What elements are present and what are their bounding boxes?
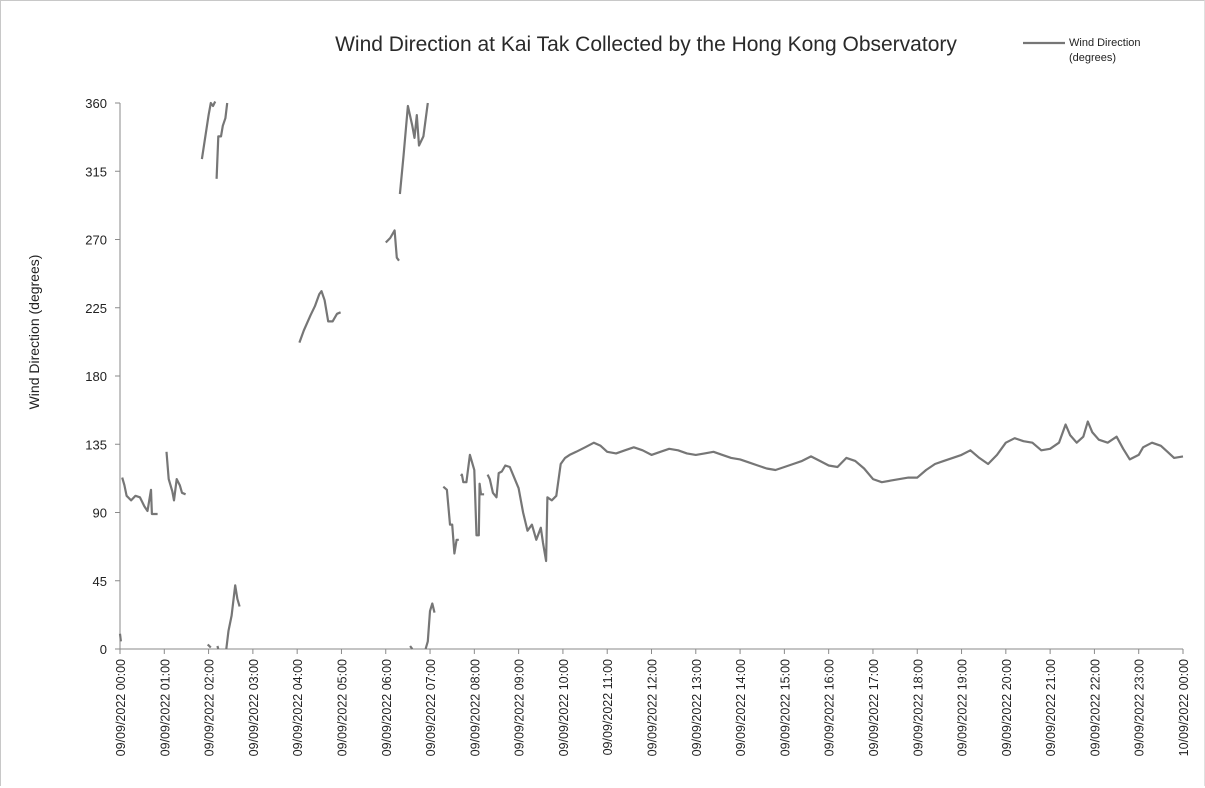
x-tick-label: 09/09/2022 18:00: [911, 659, 925, 756]
series-line-segment: [118, 633, 122, 642]
x-tick-label: 09/09/2022 22:00: [1088, 659, 1102, 756]
y-tick-label: 315: [85, 164, 107, 179]
chart-title: Wind Direction at Kai Tak Collected by t…: [335, 33, 957, 56]
x-tick-label: 09/09/2022 09:00: [513, 659, 527, 756]
x-tick-label: 09/09/2022 15:00: [778, 659, 792, 756]
series-line-segment: [460, 453, 485, 537]
x-tick-label: 09/09/2022 11:00: [601, 659, 615, 755]
series-line-segment: [165, 451, 187, 502]
y-tick-label: 90: [93, 506, 107, 521]
x-tick-label: 09/09/2022 06:00: [380, 659, 394, 756]
series-line-segment: [409, 645, 414, 650]
series-wind-direction: [118, 101, 1184, 650]
x-tick-label: 09/09/2022 16:00: [823, 659, 837, 756]
series-line-segment: [200, 101, 217, 160]
x-tick-label: 09/09/2022 00:00: [114, 659, 128, 756]
series-line-segment: [216, 645, 220, 650]
y-tick-label: 180: [85, 369, 107, 384]
series-line-segment: [215, 102, 229, 179]
x-tick-label: 09/09/2022 14:00: [734, 659, 748, 756]
series-line-segment: [225, 584, 241, 650]
x-tick-label: 09/09/2022 05:00: [335, 659, 349, 756]
x-tick-label: 09/09/2022 01:00: [158, 659, 172, 756]
series-line-segment: [398, 102, 429, 195]
x-tick-label: 09/09/2022 17:00: [867, 659, 881, 756]
x-tick-label: 10/09/2022 00:00: [1177, 659, 1191, 756]
x-tick-label: 09/09/2022 04:00: [291, 659, 305, 756]
x-tick-label: 09/09/2022 08:00: [468, 659, 482, 756]
x-tick-label: 09/09/2022 02:00: [203, 659, 217, 756]
y-tick-label: 225: [85, 301, 107, 316]
series-line-segment: [424, 602, 436, 650]
series-line-segment: [206, 643, 212, 649]
x-tick-label: 09/09/2022 12:00: [646, 659, 660, 756]
x-ticks: 09/09/2022 00:00 09/09/2022 01:00 09/09/20…: [114, 649, 1191, 756]
x-tick-label: 09/09/2022 20:00: [1000, 659, 1014, 756]
y-tick-label: 0: [100, 642, 107, 657]
series-line-segment: [298, 290, 342, 343]
x-tick-label: 09/09/2022 13:00: [690, 659, 704, 756]
series-line-segment: [385, 229, 400, 262]
x-tick-label: 09/09/2022 19:00: [956, 659, 970, 756]
series-line-segment: [121, 477, 158, 516]
x-tick-label: 09/09/2022 03:00: [247, 659, 261, 756]
x-tick-label: 09/09/2022 07:00: [424, 659, 438, 756]
y-axis-label: Wind Direction (degrees): [26, 255, 42, 410]
y-tick-label: 135: [85, 437, 107, 452]
legend-label-line2: (degrees): [1069, 52, 1116, 64]
y-ticks: 0 45 90 135 180 225 270 315 360: [85, 96, 120, 657]
x-tick-label: 09/09/2022 21:00: [1044, 659, 1058, 756]
y-tick-label: 45: [93, 574, 107, 589]
x-tick-label: 09/09/2022 10:00: [557, 659, 571, 756]
series-line-segment: [486, 420, 1184, 563]
y-tick-label: 360: [85, 96, 107, 111]
series-line-segment: [442, 485, 459, 555]
legend-label-line1: Wind Direction: [1069, 37, 1141, 49]
legend: Wind Direction (degrees): [1023, 37, 1141, 64]
x-tick-label: 09/09/2022 23:00: [1133, 659, 1147, 756]
y-tick-label: 270: [85, 233, 107, 248]
